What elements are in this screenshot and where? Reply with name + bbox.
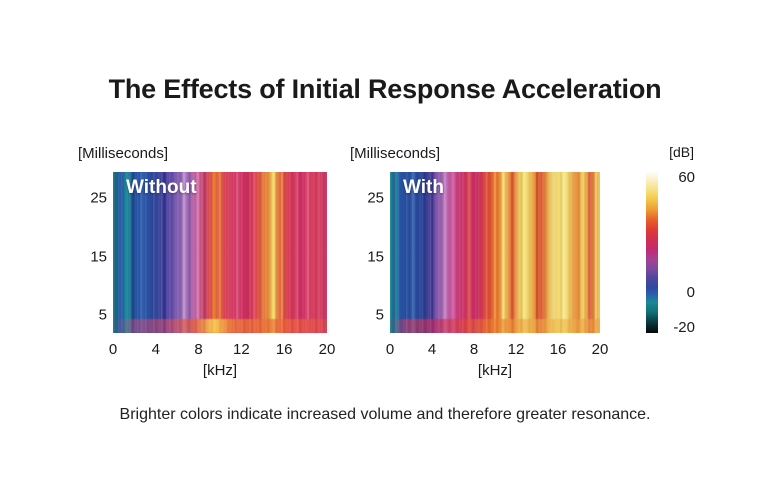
- heatmap-texture-without: [113, 172, 327, 333]
- heatmap-streak: [139, 172, 142, 333]
- heatmap-streak: [588, 172, 591, 333]
- heatmap-streak: [182, 172, 185, 333]
- heatmap-streak: [430, 172, 434, 333]
- x-tick-label: 4: [427, 341, 437, 358]
- heatmap-streak: [477, 172, 480, 333]
- heatmap-streak: [544, 172, 547, 333]
- heatmap-streak: [236, 172, 239, 333]
- heatmap-streak: [403, 172, 406, 333]
- heatmap-streaks-without: [113, 172, 327, 333]
- heatmap-streak: [493, 172, 497, 333]
- colorbar-tick-label: 0: [686, 283, 695, 301]
- y-axis-title-with: [Milliseconds]: [350, 145, 441, 162]
- y-axis-ticks-without: 25 15 5: [69, 172, 107, 333]
- heatmap-streak: [280, 172, 284, 333]
- y-tick-label: 5: [375, 306, 384, 324]
- y-tick-label: 25: [90, 189, 107, 207]
- x-tick-label: 20: [591, 341, 609, 358]
- heatmap-streak: [295, 172, 299, 333]
- spectrogram-with: With: [390, 172, 600, 333]
- colorbar-gradient: [646, 171, 658, 333]
- x-tick-label: 16: [549, 341, 567, 358]
- heatmap-bottom-band-with: [390, 318, 600, 333]
- x-tick-label: 0: [385, 341, 395, 358]
- heatmap-streak: [577, 172, 581, 333]
- figure-caption: Brighter colors indicate increased volum…: [119, 406, 651, 423]
- heatmap-bottom-band-without: [113, 318, 327, 333]
- condition-label-without: Without: [126, 177, 197, 198]
- y-tick-label: 25: [367, 189, 384, 207]
- colorbar-ticks: 60 0 -20: [660, 169, 695, 336]
- y-tick-label: 15: [90, 248, 107, 266]
- heatmap-streak: [246, 172, 250, 333]
- heatmap-streak: [253, 172, 256, 333]
- x-tick-label: 12: [507, 341, 525, 358]
- heatmap-streak: [535, 172, 539, 333]
- heatmap-streak: [443, 172, 446, 333]
- heatmap-streak: [571, 172, 574, 333]
- heatmap-streak: [522, 172, 527, 333]
- heatmap-streak: [422, 172, 425, 333]
- heatmap-streak: [163, 172, 166, 333]
- colorbar-title: [dB]: [669, 144, 694, 160]
- heatmap-streak: [204, 172, 206, 333]
- x-axis-ticks-with: 0 4 8 12 16 20: [386, 341, 609, 359]
- y-axis-title-without: [Milliseconds]: [78, 145, 169, 162]
- x-tick-label: 8: [194, 341, 203, 358]
- y-tick-label: 15: [367, 248, 384, 266]
- heatmap-streak: [562, 172, 567, 333]
- heatmap-streak: [467, 172, 470, 333]
- heatmap-streak: [212, 172, 216, 333]
- x-tick-label: 16: [275, 341, 293, 358]
- x-axis-title-with: [kHz]: [477, 362, 513, 379]
- y-axis-ticks-with: 25 15 5: [346, 172, 384, 333]
- x-tick-label: 4: [151, 341, 160, 358]
- heatmap-streak: [227, 172, 230, 333]
- colorbar-tick-label: -20: [673, 319, 695, 336]
- x-axis-ticks-without: 0 4 8 12 16 20: [109, 341, 336, 359]
- x-tick-label: 8: [469, 341, 479, 358]
- heatmap-streak: [460, 172, 463, 333]
- x-tick-label: 12: [233, 341, 250, 358]
- heatmap-streak: [124, 172, 128, 333]
- heatmap-streak: [394, 172, 398, 333]
- y-tick-label: 5: [98, 306, 107, 324]
- x-tick-label: 20: [318, 341, 336, 358]
- heatmap-streak: [150, 172, 153, 333]
- heatmap-streak: [196, 172, 199, 333]
- condition-label-with: With: [403, 177, 444, 198]
- spectrogram-without: Without: [113, 172, 327, 333]
- heatmap-streak: [451, 172, 455, 333]
- colorbar-tick-label: 60: [678, 169, 695, 186]
- heatmap-streak: [188, 172, 192, 333]
- heatmap-streak: [316, 172, 320, 333]
- heatmap-streak: [501, 172, 505, 333]
- heatmap-streak: [552, 172, 556, 333]
- heatmap-texture-with: [390, 172, 600, 333]
- heatmap-streak: [510, 172, 513, 333]
- heatmap-streaks-with: [390, 172, 600, 333]
- x-tick-label: 0: [108, 341, 118, 358]
- heatmap-streak: [412, 172, 415, 333]
- heatmap-streak: [306, 172, 309, 333]
- heatmap-streak: [218, 172, 222, 333]
- heatmap-streak: [485, 172, 488, 333]
- figure-title: The Effects of Initial Response Accelera…: [108, 74, 662, 104]
- x-axis-title-without: [kHz]: [202, 362, 238, 379]
- heatmap-streak: [271, 172, 276, 333]
- heatmap-streak: [261, 172, 264, 333]
- heatmap-streak: [594, 172, 598, 333]
- heatmap-streak: [132, 172, 135, 333]
